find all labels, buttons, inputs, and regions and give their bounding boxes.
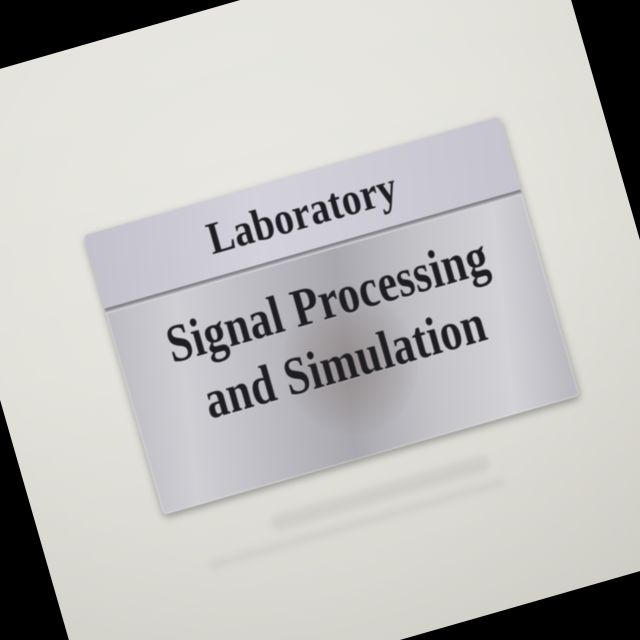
photo-wall: Laboratory Signal Processing and Simulat… xyxy=(0,0,640,640)
photo-frame: Laboratory Signal Processing and Simulat… xyxy=(0,0,640,640)
